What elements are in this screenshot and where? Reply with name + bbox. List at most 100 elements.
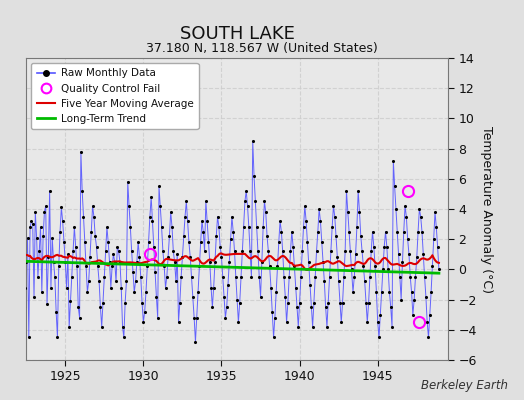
Point bbox=[275, 239, 283, 246]
Point bbox=[433, 244, 442, 250]
Point bbox=[309, 324, 317, 330]
Point bbox=[106, 284, 115, 291]
Point bbox=[232, 274, 240, 280]
Point bbox=[181, 213, 189, 220]
Point bbox=[139, 319, 148, 326]
Point bbox=[423, 319, 431, 326]
Point bbox=[414, 228, 422, 235]
Point bbox=[318, 239, 326, 246]
Point bbox=[77, 148, 85, 155]
Point bbox=[35, 248, 43, 254]
Point bbox=[94, 263, 102, 270]
Point bbox=[204, 239, 213, 246]
Point bbox=[306, 281, 314, 288]
Point bbox=[188, 274, 196, 280]
Point bbox=[255, 274, 264, 280]
Point bbox=[152, 293, 160, 300]
Point bbox=[203, 218, 211, 224]
Point bbox=[303, 239, 312, 246]
Point bbox=[239, 224, 248, 230]
Point bbox=[410, 296, 418, 303]
Point bbox=[281, 293, 289, 300]
Point bbox=[124, 179, 132, 185]
Point bbox=[272, 289, 280, 295]
Point bbox=[91, 233, 100, 239]
Point bbox=[64, 251, 72, 258]
Point bbox=[109, 251, 117, 258]
Point bbox=[376, 312, 385, 318]
Point bbox=[420, 274, 429, 280]
Point bbox=[375, 334, 383, 340]
Point bbox=[81, 239, 89, 246]
Point bbox=[113, 244, 122, 250]
Point bbox=[383, 244, 391, 250]
Point bbox=[428, 263, 436, 270]
Point bbox=[353, 224, 361, 230]
Point bbox=[283, 300, 292, 306]
Point bbox=[379, 266, 387, 273]
Point bbox=[149, 244, 158, 250]
Point bbox=[264, 248, 272, 254]
Point bbox=[316, 218, 325, 224]
Point bbox=[62, 284, 71, 291]
Point bbox=[307, 304, 315, 310]
Point bbox=[331, 213, 339, 220]
Point bbox=[70, 224, 79, 230]
Point bbox=[407, 289, 416, 295]
Point bbox=[339, 300, 347, 306]
Point bbox=[86, 254, 94, 260]
Point bbox=[95, 278, 103, 285]
Text: Berkeley Earth: Berkeley Earth bbox=[421, 379, 508, 392]
Point bbox=[40, 209, 49, 215]
Point bbox=[129, 269, 137, 276]
Title: SOUTH LAKE: SOUTH LAKE bbox=[180, 24, 294, 42]
Point bbox=[225, 259, 234, 265]
Point bbox=[103, 224, 111, 230]
Point bbox=[130, 289, 138, 295]
Point bbox=[205, 259, 214, 265]
Point bbox=[215, 224, 223, 230]
Text: 37.180 N, 118.567 W (United States): 37.180 N, 118.567 W (United States) bbox=[146, 42, 378, 55]
Point bbox=[195, 263, 203, 270]
Point bbox=[263, 233, 271, 239]
Point bbox=[180, 233, 188, 239]
Point bbox=[314, 228, 322, 235]
Point bbox=[167, 209, 175, 215]
Point bbox=[16, 259, 24, 265]
Point bbox=[417, 213, 425, 220]
Point bbox=[298, 248, 307, 254]
Point bbox=[162, 274, 171, 280]
Point bbox=[217, 254, 226, 260]
Point bbox=[146, 213, 154, 220]
Point bbox=[411, 274, 420, 280]
Point bbox=[359, 263, 368, 270]
Point bbox=[223, 304, 231, 310]
Point bbox=[142, 289, 150, 295]
Point bbox=[355, 209, 364, 215]
Point bbox=[59, 218, 67, 224]
Point bbox=[178, 254, 187, 260]
Point bbox=[345, 228, 353, 235]
Point bbox=[82, 263, 90, 270]
Point bbox=[293, 304, 301, 310]
Point bbox=[147, 194, 156, 200]
Point bbox=[112, 278, 120, 285]
Point bbox=[337, 319, 345, 326]
Point bbox=[17, 278, 25, 285]
Point bbox=[361, 278, 369, 285]
Point bbox=[213, 213, 222, 220]
Point bbox=[104, 239, 113, 246]
Point bbox=[422, 293, 430, 300]
Point bbox=[237, 274, 245, 280]
Point bbox=[114, 248, 123, 254]
Point bbox=[111, 259, 119, 265]
Point bbox=[427, 289, 435, 295]
Point bbox=[38, 289, 46, 295]
Point bbox=[326, 248, 335, 254]
Point bbox=[363, 319, 372, 326]
Point bbox=[190, 314, 199, 321]
Point bbox=[349, 289, 357, 295]
Point bbox=[22, 259, 30, 265]
Point bbox=[432, 224, 441, 230]
Point bbox=[299, 224, 308, 230]
